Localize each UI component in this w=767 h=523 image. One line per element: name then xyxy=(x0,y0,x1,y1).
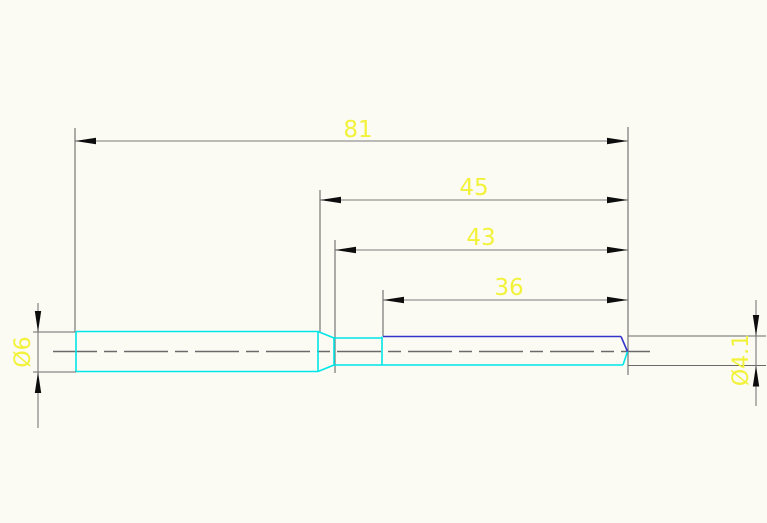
arrow-dia6-bottom xyxy=(34,372,42,393)
dimension-labels-group: 81 45 43 36 Ø6 Ø4.1 xyxy=(11,117,754,386)
arrowheads-group xyxy=(34,137,760,393)
overall-length-label: 81 xyxy=(343,117,372,143)
taper-top-edge xyxy=(317,330,335,339)
cutting-diameter-label: Ø4.1 xyxy=(729,334,754,386)
taper-bottom-edge xyxy=(317,364,335,373)
tip-chamfer-bottom xyxy=(622,351,629,366)
taper-to-tip-length-label: 45 xyxy=(459,175,488,201)
flute-length-label: 36 xyxy=(494,275,523,301)
neck-to-tip-length-label: 43 xyxy=(466,225,495,251)
dimension-lines-group xyxy=(37,140,757,428)
extension-lines-group xyxy=(33,127,766,375)
cutting-edge-group xyxy=(383,335,629,352)
arrow-dia41-bottom xyxy=(752,365,760,387)
arrow-43-right xyxy=(607,246,628,254)
part-outline-group xyxy=(75,330,629,373)
arrow-43-left xyxy=(335,246,356,254)
arrow-81-right xyxy=(607,137,628,145)
arrow-dia6-top xyxy=(34,311,42,332)
arrow-dia41-top xyxy=(752,315,760,336)
arrow-36-left xyxy=(383,296,404,304)
arrow-81-left xyxy=(75,137,96,145)
arrow-45-left xyxy=(320,196,341,204)
arrow-36-right xyxy=(607,296,628,304)
arrow-45-right xyxy=(607,196,628,204)
tip-chamfer-top xyxy=(620,336,629,352)
shank-diameter-label: Ø6 xyxy=(11,336,36,367)
